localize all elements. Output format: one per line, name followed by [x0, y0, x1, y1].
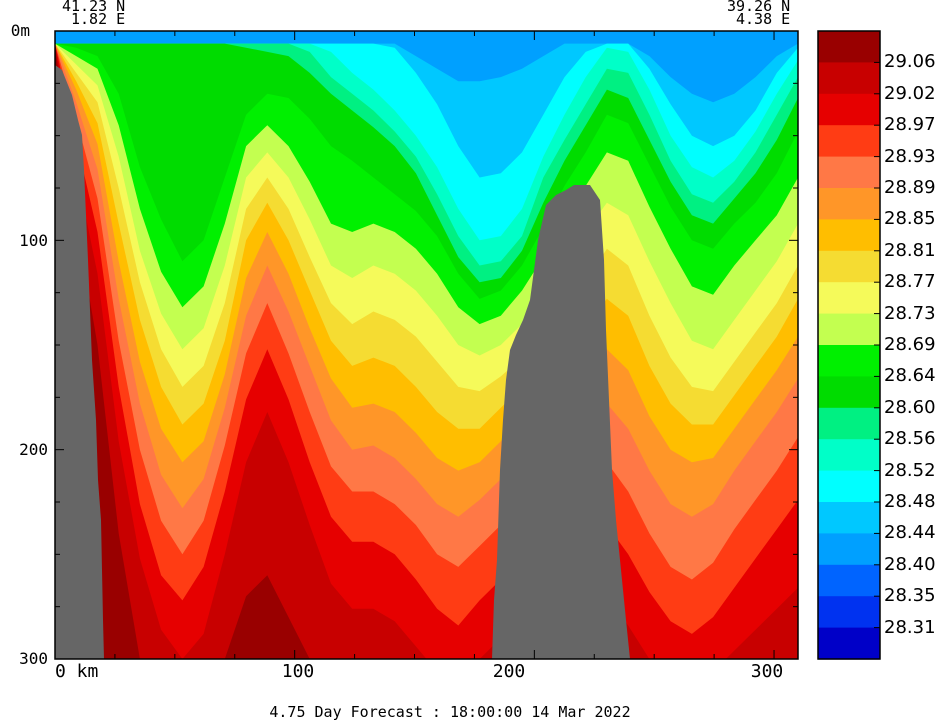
colorbar-label-15: 28.44: [884, 522, 936, 544]
seafloor-left-slope: [55, 65, 104, 659]
colorbar-swatch-3: [818, 125, 880, 158]
colorbar-label-13: 28.52: [884, 459, 936, 481]
colorbar-swatch-12: [818, 407, 880, 440]
y-tick-label-300: 300: [19, 649, 48, 668]
colorbar-label-18: 28.31: [884, 616, 936, 638]
plot-area: [55, 31, 798, 659]
left-latitude-label: 41.23 N: [62, 0, 126, 15]
colorbar-label-10: 28.64: [884, 365, 936, 387]
x-tick-label-300: 300: [750, 661, 784, 682]
colorbar: [817, 30, 881, 660]
colorbar-swatch-1: [818, 62, 880, 95]
colorbar-label-1: 29.02: [884, 82, 936, 104]
seafloor-layer: [55, 65, 630, 659]
colorbar-label-5: 28.85: [884, 208, 936, 230]
colorbar-swatch-10: [818, 345, 880, 377]
y-tick-label-100: 100: [19, 231, 48, 250]
tick-layer: [54, 30, 798, 660]
right-longitude-label: 4.38 E: [736, 10, 791, 28]
colorbar-swatch-13: [818, 439, 880, 472]
colorbar-label-7: 28.77: [884, 271, 936, 293]
colorbar-swatch-16: [818, 533, 880, 566]
colorbar-label-11: 28.60: [884, 396, 936, 418]
colorbar-swatch-17: [818, 564, 880, 597]
colorbar-swatch-7: [818, 250, 880, 283]
colorbar-swatch-19: [818, 627, 880, 660]
left-longitude-label: 1.82 E: [71, 10, 126, 28]
colorbar-swatch-9: [818, 313, 880, 346]
colorbar-swatch-11: [818, 376, 880, 409]
colorbar-label-12: 28.56: [884, 428, 936, 450]
contour-band-14: [55, 43, 798, 659]
colorbar-label-8: 28.73: [884, 302, 936, 324]
colorbar-swatch-8: [818, 282, 880, 315]
colorbar-label-3: 28.93: [884, 145, 936, 167]
seafloor-seamount: [492, 185, 630, 659]
colorbar-label-2: 28.97: [884, 114, 936, 136]
right-latitude-label: 39.26 N: [727, 0, 791, 15]
colorbar-swatch-15: [818, 502, 880, 534]
colorbar-label-6: 28.81: [884, 239, 936, 261]
colorbar-swatch-6: [818, 219, 880, 252]
x-tick-label-200: 200: [492, 661, 526, 682]
x-tick-label-100: 100: [281, 661, 315, 682]
colorbar-swatch-2: [818, 93, 880, 126]
contour-layer: [55, 43, 798, 659]
colorbar-label-4: 28.89: [884, 177, 936, 198]
colorbar-label-16: 28.40: [884, 553, 936, 575]
forecast-caption: 4.75 Day Forecast : 18:00:00 14 Mar 2022: [269, 703, 631, 721]
y-tick-label-0: 0m: [10, 21, 30, 40]
colorbar-swatch-18: [818, 596, 880, 629]
colorbar-swatch-14: [818, 470, 880, 503]
colorbar-label-9: 28.69: [884, 334, 936, 355]
colorbar-swatch-5: [818, 188, 880, 220]
x-tick-label-0: 0 km: [55, 661, 99, 682]
colorbar-label-0: 29.06: [884, 51, 936, 73]
colorbar-swatch-0: [818, 31, 880, 63]
colorbar-swatch-4: [818, 156, 880, 189]
colorbar-label-17: 28.35: [884, 585, 936, 607]
colorbar-label-14: 28.48: [884, 491, 936, 512]
y-tick-label-200: 200: [19, 440, 48, 459]
